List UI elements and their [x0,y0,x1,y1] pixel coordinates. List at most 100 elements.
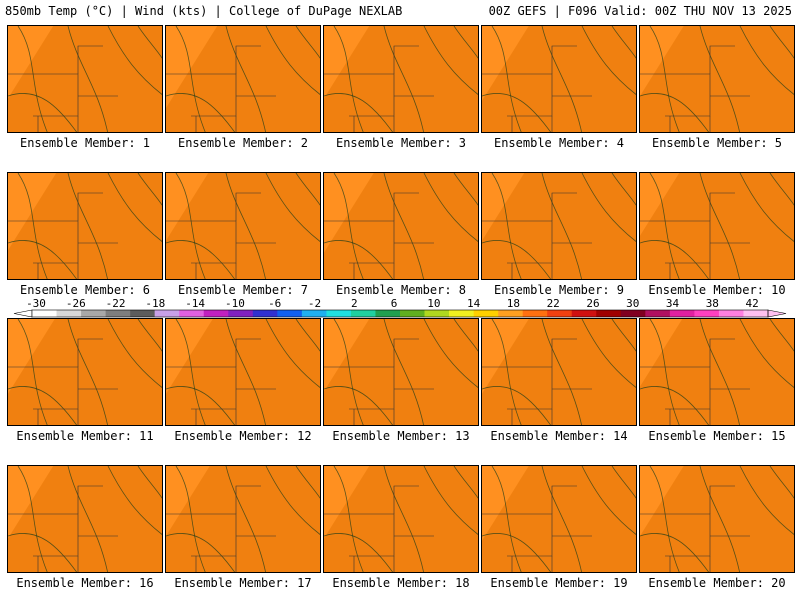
contour-line [166,386,236,425]
ensemble-map-panel [639,465,795,573]
colorbar-segment [620,310,646,317]
colorbar-tick-label: -10 [225,297,245,310]
contour-line [769,466,794,499]
state-border [551,45,577,74]
colorbar-segment [400,310,425,317]
colorbar-max-arrow [767,309,787,318]
contour-line [166,93,236,132]
ensemble-member-label: Ensemble Member: 6 [19,283,151,297]
state-border [709,45,735,74]
contour-line [324,93,394,132]
contour-line [137,319,162,352]
contour-line [295,319,320,352]
contour-line [482,93,552,132]
colorbar-tick-label: 18 [507,297,520,310]
state-border [235,192,261,221]
contour-line [107,173,162,242]
contour-line [333,26,364,132]
ensemble-map-panel [323,465,479,573]
state-border [8,73,79,117]
ensemble-map-panel [7,172,163,280]
state-border [709,192,735,221]
contour-line [640,386,710,425]
colorbar-segment [154,310,180,317]
colorbar-tick-label: 6 [391,297,398,310]
contour-line [491,466,522,572]
colorbar-tick-label: 22 [547,297,560,310]
contour-line [649,173,680,279]
contour-line [295,26,320,59]
state-border [640,73,711,117]
contour-line [640,533,710,572]
state-border [324,513,395,557]
colorbar-min-arrow [13,309,33,318]
contour-line [175,173,206,279]
colorbar-tick-label: -22 [106,297,126,310]
ensemble-map-panel [323,172,479,280]
contour-line [8,533,78,572]
colorbar-segment [718,310,744,317]
ensemble-member-label: Ensemble Member: 11 [16,429,154,443]
contour-line [265,173,320,242]
ensemble-member-label: Ensemble Member: 2 [177,136,309,150]
colorbar-segment [326,310,352,317]
contour-line [225,319,266,425]
colorbar-segment [130,310,155,317]
contour-line [611,173,636,206]
colorbar-tick-label: 14 [467,297,481,310]
contour-line [739,319,794,388]
colorbar-segment [547,310,573,317]
contour-line [137,26,162,59]
contour-line [166,533,236,572]
colorbar-segment [32,310,57,317]
state-border [482,220,553,264]
contour-line [611,319,636,352]
state-border [166,513,237,557]
ensemble-member-label: Ensemble Member: 16 [16,576,154,590]
state-border [393,485,419,514]
contour-line [265,26,320,95]
ensemble-map-panel [165,465,321,573]
colorbar-tick-label: 30 [626,297,639,310]
contour-line [17,26,48,132]
contour-line [611,26,636,59]
contour-line [295,466,320,499]
contour-line [383,173,424,279]
ensemble-member-label: Ensemble Member: 4 [493,136,625,150]
state-border [640,220,711,264]
colorbar-outline [31,309,769,318]
colorbar-segment [375,310,401,317]
contour-line [482,386,552,425]
contour-line [175,26,206,132]
state-border [166,73,237,117]
contour-line [107,466,162,535]
contour-line [769,173,794,206]
contour-line [17,173,48,279]
contour-line [640,240,710,279]
colorbar-segment [277,310,303,317]
contour-line [491,26,522,132]
state-border [324,220,395,264]
state-border [166,220,237,264]
colorbar-segment [596,310,622,317]
contour-line [17,319,48,425]
state-border [393,192,419,221]
ensemble-member-label: Ensemble Member: 13 [332,429,470,443]
contour-line [769,26,794,59]
colorbar-segment [694,310,720,317]
colorbar-segment [350,310,376,317]
ensemble-member-label: Ensemble Member: 9 [493,283,625,297]
state-border [324,366,395,410]
contour-line [491,173,522,279]
contour-line [739,466,794,535]
contour-line [581,319,636,388]
contour-line [67,173,108,279]
state-border [709,338,735,367]
contour-line [17,466,48,572]
state-border [235,485,261,514]
contour-line [324,533,394,572]
contour-line [137,173,162,206]
ensemble-map-panel [7,465,163,573]
contour-line [581,466,636,535]
contour-line [333,319,364,425]
